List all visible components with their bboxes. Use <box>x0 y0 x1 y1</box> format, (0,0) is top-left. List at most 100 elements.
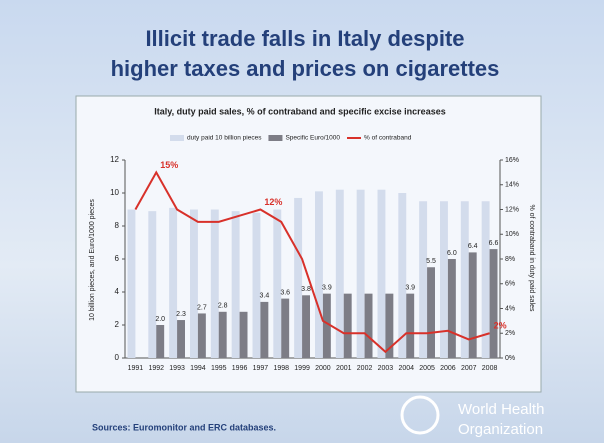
bar <box>398 193 407 358</box>
bar <box>447 259 456 358</box>
bar <box>197 313 206 358</box>
x-tick-label: 1995 <box>211 365 227 372</box>
bar <box>252 212 261 358</box>
bar <box>273 209 282 358</box>
bar <box>427 267 435 358</box>
bar <box>315 191 323 358</box>
data-label: 12% <box>264 197 282 207</box>
slide-title: Illicit trade falls in Italy despite hig… <box>110 26 500 81</box>
x-tick-label: 1999 <box>294 365 310 372</box>
chart-title: Italy, duty paid sales, % of contraband … <box>154 106 445 116</box>
data-label: 2.7 <box>197 304 207 311</box>
logo-text: World Health <box>458 401 544 418</box>
y-tick-label: 4 <box>115 287 120 296</box>
legend-label: Specific Euro/1000 <box>285 135 340 142</box>
bar <box>468 252 477 358</box>
x-tick-label: 1998 <box>273 365 289 372</box>
data-label: 15% <box>160 160 178 170</box>
logo-emblem <box>400 395 440 435</box>
bar <box>177 320 185 358</box>
bar <box>440 201 448 358</box>
x-tick-label: 2001 <box>336 365 352 372</box>
y-tick-label: 6 <box>115 254 120 263</box>
bar <box>322 293 331 358</box>
legend-label: % of contraband <box>364 135 412 142</box>
bar <box>356 189 365 358</box>
x-tick-label: 2003 <box>378 365 394 372</box>
y2-tick-label: 2% <box>505 330 515 337</box>
data-label: 5.5 <box>426 258 436 265</box>
x-tick-label: 2005 <box>419 365 435 372</box>
bar <box>127 209 136 358</box>
logo-text: Organization <box>458 421 543 438</box>
bar <box>156 325 165 358</box>
y-tick-label: 2 <box>115 320 120 329</box>
y2-tick-label: 14% <box>505 182 519 189</box>
y-axis-label: 10 billion pieces, and Euro/1000 pieces <box>89 199 96 321</box>
bar <box>481 201 490 358</box>
x-tick-label: 1993 <box>169 365 185 372</box>
bar <box>419 201 428 358</box>
y-tick-label: 8 <box>115 221 120 230</box>
y2-tick-label: 8% <box>505 256 515 263</box>
y-tick-label: 0 <box>115 353 120 362</box>
y2-tick-label: 16% <box>505 157 519 164</box>
bar <box>385 293 394 358</box>
y2-tick-label: 4% <box>505 305 515 312</box>
bar <box>335 189 344 358</box>
data-label: 3.4 <box>260 293 270 300</box>
bar <box>190 209 198 358</box>
legend-swatch <box>170 135 184 141</box>
line <box>134 170 490 354</box>
x-tick-label: 2004 <box>398 365 414 372</box>
data-label: 6.0 <box>447 250 457 257</box>
bar <box>364 293 373 358</box>
data-label: 2.8 <box>218 303 228 310</box>
y2-tick-label: 0% <box>505 355 515 362</box>
x-tick-label: 1994 <box>190 365 206 372</box>
data-label: 2.0 <box>155 316 165 323</box>
legend-swatch <box>268 135 283 141</box>
bar <box>148 211 157 358</box>
y2-tick-label: 10% <box>505 231 519 238</box>
data-label: 6.6 <box>489 240 499 247</box>
x-tick-label: 2006 <box>440 365 456 372</box>
bar <box>294 197 303 358</box>
bar <box>169 207 178 358</box>
bar <box>377 189 386 358</box>
x-tick-label: 1997 <box>253 365 269 372</box>
y-tick-label: 10 <box>110 188 119 197</box>
data-label: 3.8 <box>301 286 311 293</box>
bar <box>239 311 248 358</box>
data-label: 6.4 <box>468 243 478 250</box>
x-tick-label: 2002 <box>357 365 373 372</box>
y2-tick-label: 12% <box>505 206 519 213</box>
bar <box>460 201 469 358</box>
bar <box>343 293 352 358</box>
data-label: 3.9 <box>322 284 332 291</box>
bar <box>406 293 415 358</box>
y-tick-label: 12 <box>110 155 119 164</box>
x-tick-label: 1992 <box>148 365 164 372</box>
legend-label: duty paid 10 billion pieces <box>187 135 262 142</box>
bar <box>489 249 498 358</box>
y2-axis-label: % of contraband in duty paid sales <box>528 204 535 312</box>
data-label: 2% <box>494 321 507 331</box>
data-label: 3.6 <box>280 289 290 296</box>
x-tick-label: 2008 <box>482 365 498 372</box>
bar <box>231 211 240 358</box>
bar <box>210 209 219 358</box>
x-tick-label: 1996 <box>232 365 248 372</box>
bar <box>218 311 227 358</box>
data-label: 3.9 <box>405 284 415 291</box>
bar <box>302 295 310 358</box>
x-tick-label: 2007 <box>461 365 477 372</box>
data-label: 2.3 <box>176 311 186 318</box>
source: Sources: Euromonitor and ERC databases. <box>92 422 276 432</box>
bar <box>281 298 290 358</box>
bar <box>260 301 269 358</box>
y2-tick-label: 6% <box>505 281 515 288</box>
x-tick-label: 1991 <box>128 365 144 372</box>
x-tick-label: 2000 <box>315 365 331 372</box>
